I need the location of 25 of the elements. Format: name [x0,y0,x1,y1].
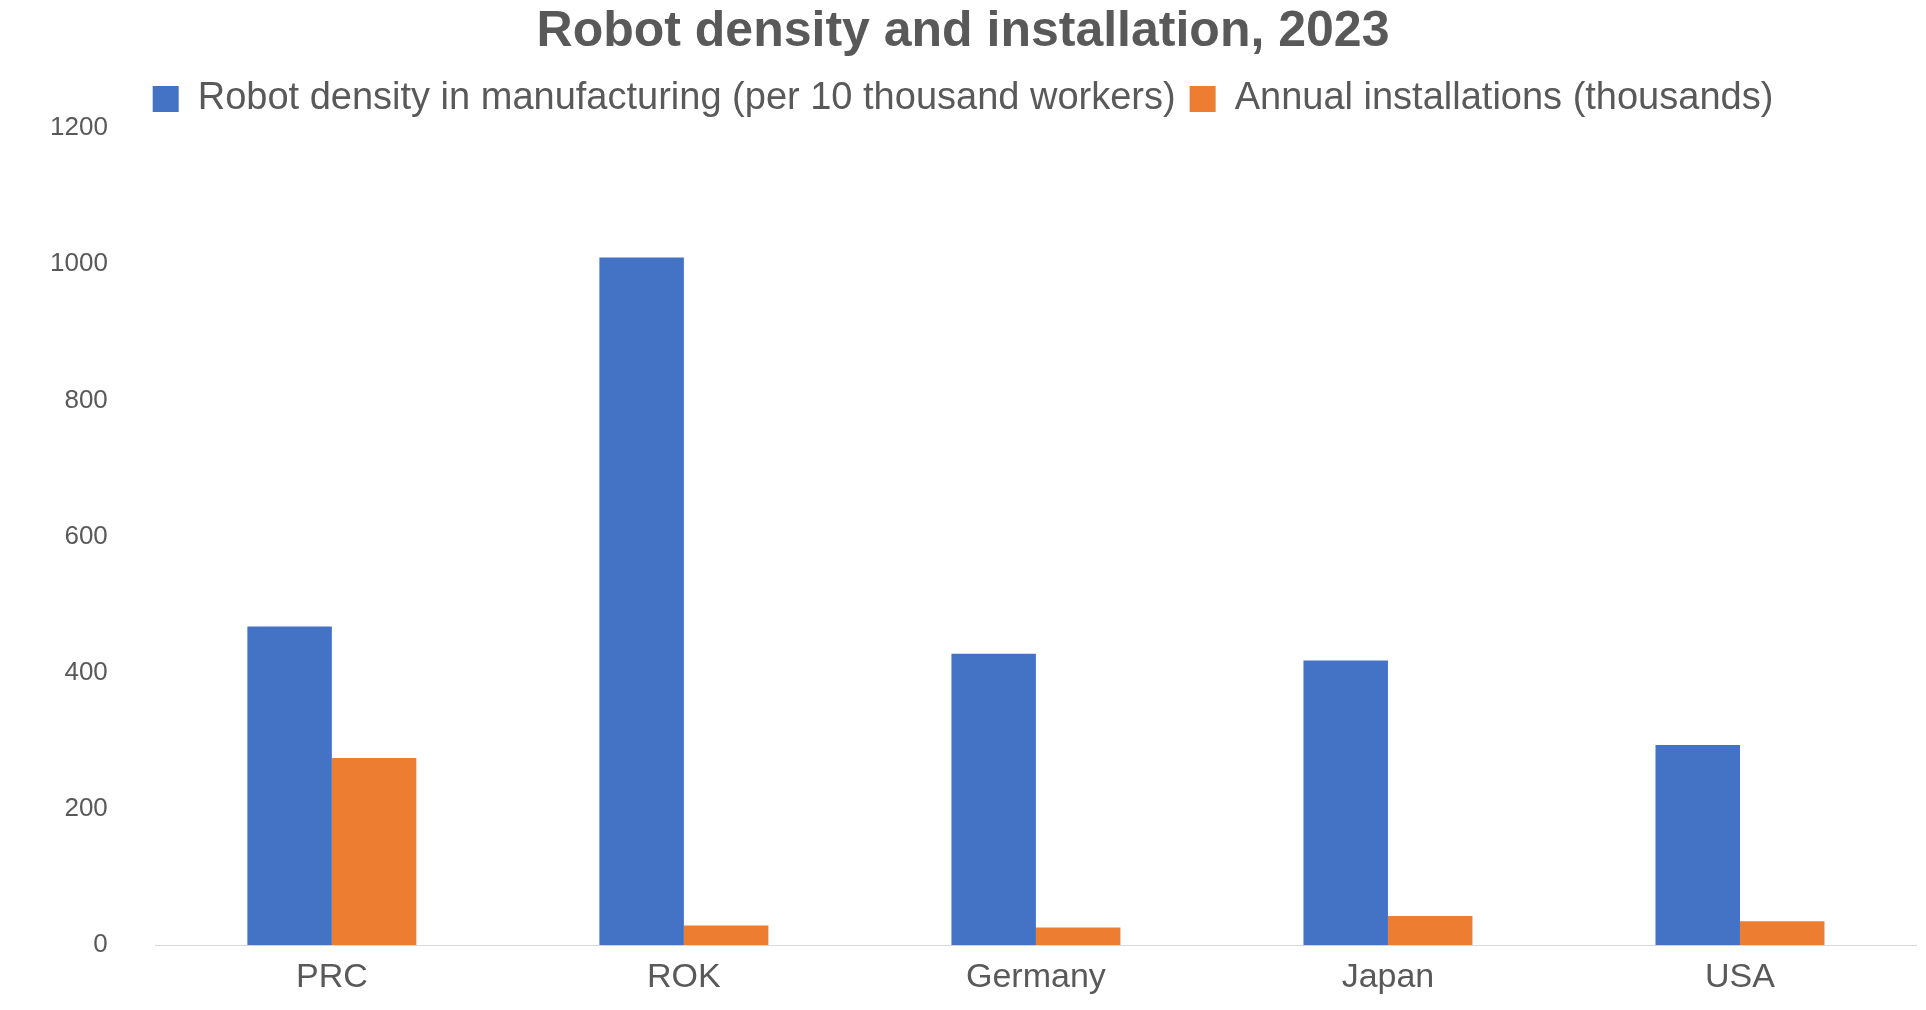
y-tick-label: 600 [64,519,108,550]
bar [247,626,332,946]
y-tick-label: 800 [64,383,108,414]
bar [1035,927,1121,946]
bar [1739,921,1825,946]
bar [331,757,417,946]
bar [951,653,1036,946]
x-tick-label: ROK [647,955,722,994]
y-tick-label: 200 [64,792,108,823]
y-tick-label: 400 [64,655,108,686]
x-tick-label: Japan [1341,955,1435,994]
y-tick-label: 0 [93,928,108,959]
bar [1655,744,1740,946]
x-tick-label: PRC [295,955,368,994]
chart-title: Robot density and installation, 2023 [536,0,1390,57]
legend-label: Robot density in manufacturing (per 10 thousand workers) [197,75,1176,118]
y-tick-label: 1000 [50,247,108,278]
x-tick-label: Germany [966,955,1106,994]
legend-label: Annual installations (thousands) [1234,75,1774,118]
bar [683,925,769,946]
bar [1303,660,1388,946]
x-tick-label: USA [1705,955,1776,994]
y-tick-label: 1200 [50,111,108,142]
bar [1387,915,1473,946]
bar [599,257,684,946]
